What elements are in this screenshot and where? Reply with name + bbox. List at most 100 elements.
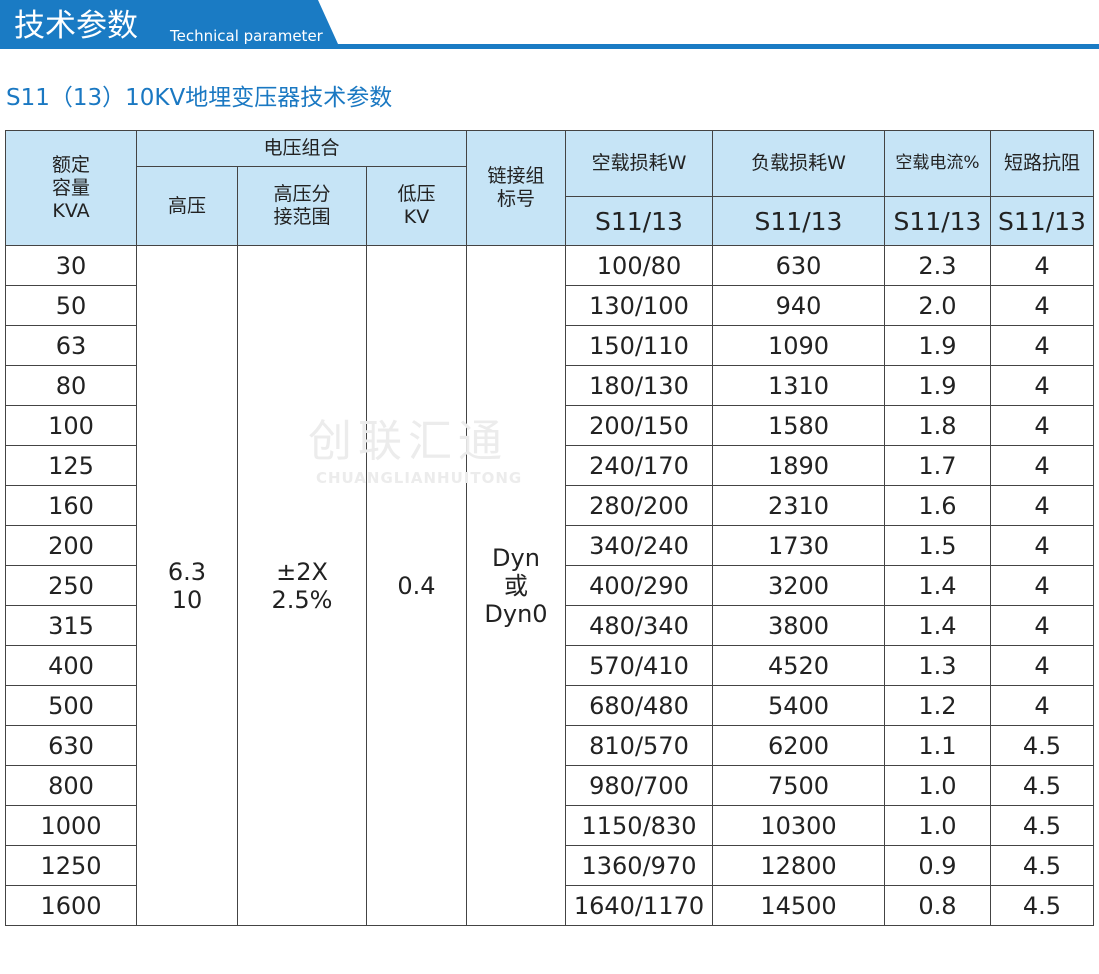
cell: 14500 — [712, 885, 885, 926]
cell: 570/410 — [565, 645, 713, 686]
merged-cell: Dyn 或 Dyn0 — [466, 245, 566, 926]
cell: 1150/830 — [565, 805, 713, 846]
table-row: 630 810/570 6200 1.1 4.5 — [5, 725, 1094, 766]
merged-cell: 6.3 10 — [136, 245, 238, 926]
header-text: 容量 — [51, 176, 90, 199]
header-line — [0, 44, 1099, 49]
header-text: KVA — [52, 199, 90, 222]
table-row: 200 340/240 1730 1.5 4 — [5, 525, 1094, 566]
table-row: 800 980/700 7500 1.0 4.5 — [5, 765, 1094, 806]
header-cell: S11/13 — [884, 196, 991, 246]
cell: 160 — [5, 485, 137, 526]
cell: 200/150 — [565, 405, 713, 446]
header-text: 标号 — [496, 188, 535, 210]
cell: 1.8 — [884, 405, 991, 446]
header-cell: 空载损耗W — [565, 130, 713, 197]
cell: 630 — [712, 245, 885, 286]
cell: 1.9 — [884, 365, 991, 406]
cell: 1.0 — [884, 765, 991, 806]
header-cell: 负载损耗W — [712, 130, 885, 197]
cell: 100 — [5, 405, 137, 446]
cell: 400 — [5, 645, 137, 686]
table-row: 250 400/290 3200 1.4 4 — [5, 565, 1094, 606]
cell: 4.5 — [990, 765, 1094, 806]
cell: 2.0 — [884, 285, 991, 326]
cell: 4 — [990, 605, 1094, 646]
header-cell: 低压 KV — [366, 166, 467, 246]
cell: 810/570 — [565, 725, 713, 766]
table-body: 30 6.3 10 ±2X 2.5% 0.4 Dyn 或 Dyn0 100/80 630 2.3 4 50… — [5, 245, 1094, 926]
cell: 10300 — [712, 805, 885, 846]
table-row: 50 130/100 940 2.0 4 — [5, 285, 1094, 326]
merged-cell: 0.4 — [366, 245, 467, 926]
header-tab — [0, 0, 338, 44]
cell: 1.7 — [884, 445, 991, 486]
header-cell: 高压分 接范围 — [237, 166, 367, 246]
cell: 315 — [5, 605, 137, 646]
header-subtitle: Technical parameter — [169, 27, 324, 45]
cell: 1.6 — [884, 485, 991, 526]
cell: 4520 — [712, 645, 885, 686]
cell: 1640/1170 — [565, 885, 713, 926]
merged-cell: ±2X 2.5% — [237, 245, 367, 926]
cell: 1.3 — [884, 645, 991, 686]
cell: 7500 — [712, 765, 885, 806]
cell: 4 — [990, 365, 1094, 406]
header-text: 额定 — [51, 153, 90, 176]
cell: 240/170 — [565, 445, 713, 486]
header-text: KV — [403, 206, 430, 228]
param-table: 额定 容量 KVA 电压组合 链接组 标号 空载损耗W 负载损耗W 空载电流% 短路抗… — [5, 130, 1094, 926]
cell: 1360/970 — [565, 845, 713, 886]
cell: 180/130 — [565, 365, 713, 406]
header-cell: 短路抗阻 — [990, 130, 1094, 197]
cell: 630 — [5, 725, 137, 766]
cell: 125 — [5, 445, 137, 486]
cell: 1.0 — [884, 805, 991, 846]
cell: 6200 — [712, 725, 885, 766]
merged-text: 或 — [504, 571, 528, 600]
merged-text: 2.5% — [271, 585, 333, 614]
merged-text: Dyn0 — [484, 599, 548, 628]
header-text: 链接组 — [487, 165, 545, 187]
cell: 250 — [5, 565, 137, 606]
cell: 800 — [5, 765, 137, 806]
cell: 150/110 — [565, 325, 713, 366]
header-cell: S11/13 — [990, 196, 1094, 246]
cell: 100/80 — [565, 245, 713, 286]
cell: 1.4 — [884, 565, 991, 606]
cell: 130/100 — [565, 285, 713, 326]
cell: 4.5 — [990, 805, 1094, 846]
cell: 400/290 — [565, 565, 713, 606]
header-title: 技术参数 — [14, 8, 138, 44]
cell: 1.1 — [884, 725, 991, 766]
header-cell: 电压组合 — [136, 130, 467, 167]
header-text: 接范围 — [273, 206, 331, 228]
cell: 1600 — [5, 885, 137, 926]
cell: 1.5 — [884, 525, 991, 566]
cell: 50 — [5, 285, 137, 326]
cell: 2310 — [712, 485, 885, 526]
cell: 80 — [5, 365, 137, 406]
cell: 280/200 — [565, 485, 713, 526]
cell: 4 — [990, 685, 1094, 726]
cell: 480/340 — [565, 605, 713, 646]
table-title: S11（13）10KV地埋变压器技术参数 — [6, 85, 393, 111]
table-row: 80 180/130 1310 1.9 4 — [5, 365, 1094, 406]
cell: 1890 — [712, 445, 885, 486]
cell: 4 — [990, 245, 1094, 286]
header-cell: 额定 容量 KVA — [5, 130, 137, 246]
cell: 1250 — [5, 845, 137, 886]
header-text: 高压分 — [273, 183, 331, 205]
cell: 4 — [990, 445, 1094, 486]
header-cell: 链接组 标号 — [466, 130, 566, 246]
cell: 340/240 — [565, 525, 713, 566]
cell: 63 — [5, 325, 137, 366]
cell: 4 — [990, 485, 1094, 526]
merged-text: Dyn — [492, 543, 540, 572]
cell: 680/480 — [565, 685, 713, 726]
table-row: 160 280/200 2310 1.6 4 — [5, 485, 1094, 526]
cell: 4.5 — [990, 885, 1094, 926]
cell: 0.8 — [884, 885, 991, 926]
table-row: 1600 1640/1170 14500 0.8 4.5 — [5, 885, 1094, 926]
merged-text: 6.3 — [167, 557, 207, 586]
